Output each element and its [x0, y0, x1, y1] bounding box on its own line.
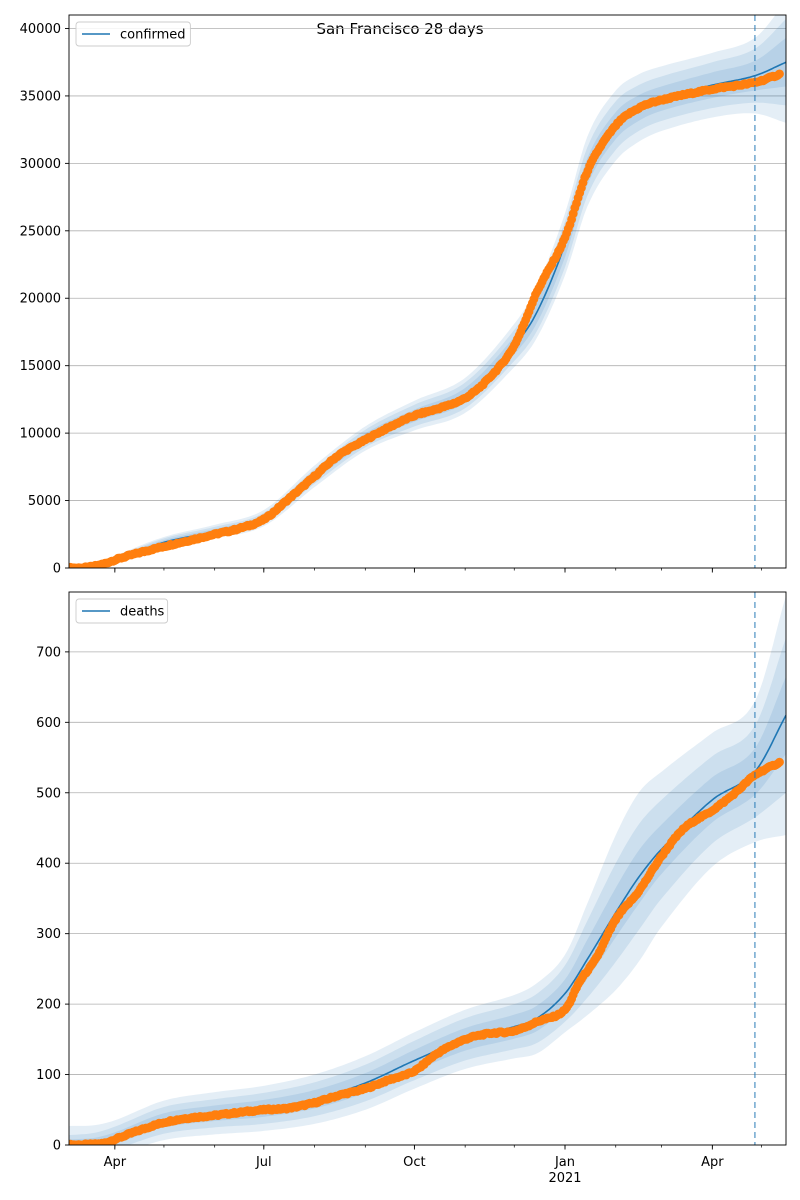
y-tick-label: 300 [36, 927, 61, 942]
x-year-label: 2021 [548, 1171, 581, 1186]
x-tick-label: Apr [104, 1155, 127, 1170]
observed-point [775, 69, 784, 79]
chart-title: San Francisco 28 days [316, 20, 484, 38]
confirmed-panel: 0 5000 10000 15000 20000 25000 30000 35000 40000… [20, 14, 787, 577]
y-tick-label: 400 [36, 857, 61, 872]
y-tick-label: 500 [36, 786, 61, 801]
axes-frame [68, 14, 787, 569]
y-tick-label: 700 [36, 645, 61, 660]
y-tick-label: 5000 [28, 494, 61, 509]
y-tick-label: 40000 [20, 22, 61, 37]
model-line [69, 61, 786, 568]
legend: deaths [75, 598, 169, 624]
y-tick-label: 200 [36, 998, 61, 1013]
axes-frame [68, 591, 787, 1146]
x-tick-label: Oct [403, 1155, 425, 1170]
uncertainty-band [69, 595, 786, 1145]
x-tick-label: Jul [255, 1155, 272, 1170]
y-tick-label: 20000 [20, 292, 61, 307]
y-tick-label: 10000 [20, 427, 61, 442]
y-tick-label: 30000 [20, 157, 61, 172]
plot-area [69, 595, 786, 1145]
y-tick-label: 25000 [20, 224, 61, 239]
uncertainty-band [69, 676, 786, 1145]
legend-box [75, 21, 191, 47]
y-tick-label: 35000 [20, 89, 61, 104]
plot-area [69, 15, 786, 568]
y-tick-label: 0 [53, 562, 61, 577]
uncertainty-band [69, 19, 786, 568]
y-tick-label: 600 [36, 716, 61, 731]
legend-label: confirmed [120, 28, 186, 43]
uncertainty-band [69, 15, 786, 568]
x-tick-label: Jan [554, 1155, 575, 1170]
y-tick-label: 0 [53, 1139, 61, 1154]
x-tick-label: Apr [701, 1155, 724, 1170]
y-tick-label: 15000 [20, 359, 61, 374]
deaths-panel: 0 100 200 300 400 500 600 700 Apr Jul Oct Jan Apr 202… [36, 591, 787, 1186]
legend-box [75, 598, 169, 624]
observed-point [775, 757, 784, 767]
y-tick-label: 100 [36, 1068, 61, 1083]
legend-label: deaths [120, 605, 165, 620]
legend: confirmed [75, 21, 191, 47]
